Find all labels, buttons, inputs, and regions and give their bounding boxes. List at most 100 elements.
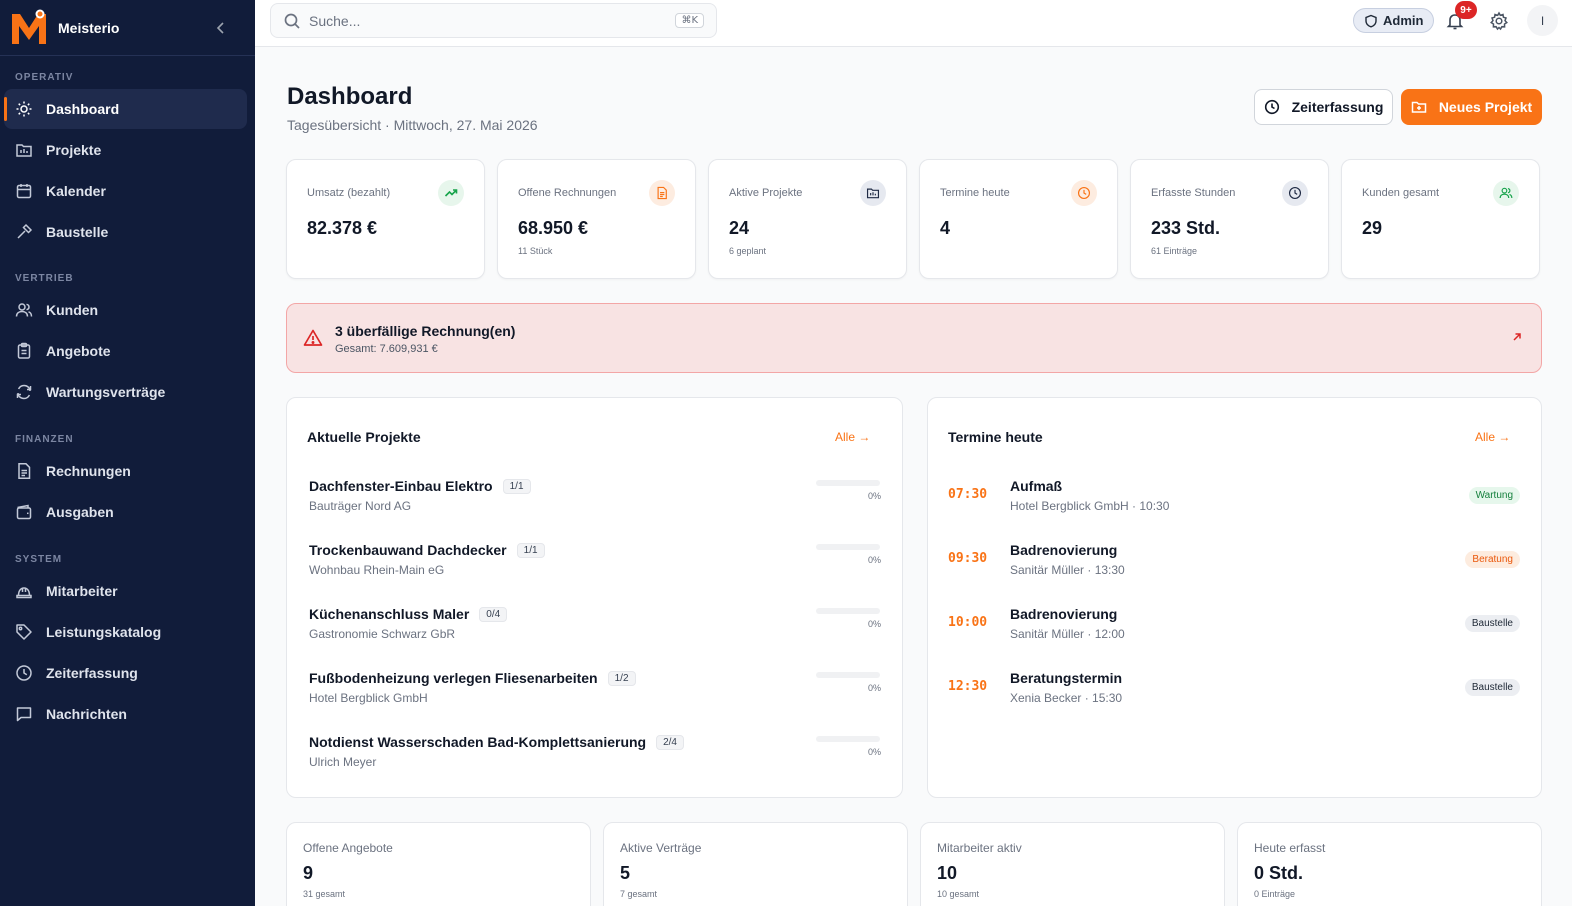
document-icon: [649, 180, 675, 206]
summary-card-mitarbeiter-aktiv[interactable]: Mitarbeiter aktiv 10 10 gesamt: [920, 822, 1225, 906]
sidebar-item-label: Baustelle: [46, 224, 109, 240]
overdue-invoices-alert[interactable]: 3 überfällige Rechnung(en) Gesamt: 7.609…: [286, 303, 1542, 373]
sidebar-item-label: Kalender: [46, 183, 106, 199]
notification-count-badge: 9+: [1455, 1, 1477, 19]
new-project-button[interactable]: Neues Projekt: [1401, 89, 1542, 125]
users-icon: [14, 300, 34, 320]
project-name-line: Küchenanschluss Maler 0/4: [309, 606, 508, 622]
project-row[interactable]: Notdienst Wasserschaden Bad-Komplettsani…: [309, 734, 881, 778]
nav-section-title: VERTRIEB: [15, 273, 74, 284]
folder-icon: [860, 180, 886, 206]
project-task-count: 1/1: [516, 542, 545, 558]
summary-sub: 10 gesamt: [937, 889, 980, 899]
stat-label: Termine heute: [940, 187, 1010, 199]
sidebar-item-nachrichten[interactable]: Nachrichten: [4, 694, 247, 734]
project-progress-label: 0%: [867, 683, 881, 693]
clock-icon: [1264, 99, 1280, 115]
role-badge[interactable]: Admin: [1353, 8, 1435, 33]
project-name-line: Fußbodenheizung verlegen Fliesenarbeiten…: [309, 670, 636, 686]
project-progress-bar: [816, 608, 880, 614]
bell-icon[interactable]: [1443, 9, 1467, 33]
sidebar-item-mitarbeiter[interactable]: Mitarbeiter: [4, 571, 247, 611]
project-progress-bar: [816, 480, 880, 486]
sidebar: Meisterio OPERATIV Dashboard Projekte Kalen…: [0, 0, 255, 906]
summary-card-aktive-vertraege[interactable]: Aktive Verträge 5 7 gesamt: [603, 822, 908, 906]
stat-card-offene-rechnungen[interactable]: Offene Rechnungen 68.950 € 11 Stück: [497, 159, 696, 279]
sidebar-item-ausgaben[interactable]: Ausgaben: [4, 492, 247, 532]
projects-panel: Aktuelle Projekte Alle → Dachfenster-Ein…: [286, 397, 903, 798]
projects-panel-title: Aktuelle Projekte: [307, 429, 421, 445]
meisterio-logo-icon: [12, 9, 46, 44]
summary-sub: 31 gesamt: [303, 889, 346, 899]
project-progress-label: 0%: [867, 747, 881, 757]
clipboard-icon: [14, 341, 34, 361]
stat-card-aktive-projekte[interactable]: Aktive Projekte 24 6 geplant: [708, 159, 907, 279]
summary-value: 0 Std.: [1254, 863, 1304, 883]
appointment-time: 07:30: [948, 487, 988, 502]
project-task-count: 2/4: [656, 734, 684, 750]
sidebar-item-label: Zeiterfassung: [46, 665, 138, 681]
sidebar-item-zeiterfassung[interactable]: Zeiterfassung: [4, 653, 247, 693]
project-name-line: Dachfenster-Einbau Elektro 1/1: [309, 478, 531, 494]
gear-icon[interactable]: [1487, 9, 1511, 33]
project-progress-bar: [816, 544, 880, 550]
project-task-count: 1/2: [607, 670, 636, 686]
appointment-time: 10:00: [948, 615, 988, 630]
sidebar-item-kalender[interactable]: Kalender: [4, 171, 247, 211]
all-appointments-link[interactable]: Alle →: [1475, 430, 1511, 444]
summary-card-heute-erfasst[interactable]: Heute erfasst 0 Std. 0 Einträge: [1237, 822, 1542, 906]
trend-up-icon: [438, 180, 464, 206]
app-name: Meisterio: [58, 19, 120, 36]
sidebar-item-angebote[interactable]: Angebote: [4, 331, 247, 371]
stat-card-umsatz-bezahlt[interactable]: Umsatz (bezahlt) 82.378 €: [286, 159, 485, 279]
search-box[interactable]: ⌘K: [270, 3, 717, 38]
stat-label: Aktive Projekte: [729, 187, 803, 199]
project-customer: Bauträger Nord AG: [309, 499, 412, 513]
sidebar-item-label: Angebote: [46, 343, 111, 359]
sidebar-item-leistungskatalog[interactable]: Leistungskatalog: [4, 612, 247, 652]
arrow-up-right-icon[interactable]: [1511, 331, 1525, 345]
stat-label: Erfasste Stunden: [1151, 187, 1236, 199]
stat-value: 82.378 €: [307, 218, 378, 238]
project-row[interactable]: Küchenanschluss Maler 0/4 Gastronomie Sch…: [309, 606, 881, 650]
summary-sub: 7 gesamt: [620, 889, 658, 899]
stat-sub: 6 geplant: [729, 246, 767, 256]
appointment-row[interactable]: 10:00 Badrenovierung Sanitär Müller · 12…: [948, 606, 1520, 650]
sidebar-item-rechnungen[interactable]: Rechnungen: [4, 451, 247, 491]
search-input[interactable]: [309, 12, 676, 29]
all-projects-link[interactable]: Alle →: [835, 430, 871, 444]
stat-card-erfasste-stunden[interactable]: Erfasste Stunden 233 Std. 61 Einträge: [1130, 159, 1329, 279]
appointment-row[interactable]: 09:30 Badrenovierung Sanitär Müller · 13…: [948, 542, 1520, 586]
appointment-subtitle: Hotel Bergblick GmbH · 10:30: [1010, 499, 1170, 513]
tag-icon: [14, 622, 34, 642]
summary-card-offene-angebote[interactable]: Offene Angebote 9 31 gesamt: [286, 822, 591, 906]
appointment-title: Aufmaß: [1010, 478, 1063, 494]
stat-card-kunden-gesamt[interactable]: Kunden gesamt 29: [1341, 159, 1540, 279]
sidebar-item-kunden[interactable]: Kunden: [4, 290, 247, 330]
sidebar-item-wartungsvertraege[interactable]: Wartungsverträge: [4, 372, 247, 412]
project-customer: Gastronomie Schwarz GbR: [309, 627, 456, 641]
wallet-icon: [14, 502, 34, 522]
project-row[interactable]: Dachfenster-Einbau Elektro 1/1 Bauträger …: [309, 478, 881, 522]
project-row[interactable]: Trockenbauwand Dachdecker 1/1 Wohnbau Rhe…: [309, 542, 881, 586]
project-name-line: Notdienst Wasserschaden Bad-Komplettsani…: [309, 734, 684, 750]
appointments-panel: Termine heute Alle → 07:30 Aufmaß Hotel …: [927, 397, 1542, 798]
summary-sub: 0 Einträge: [1254, 889, 1296, 899]
appointment-row[interactable]: 12:30 Beratungstermin Xenia Becker · 15:…: [948, 670, 1520, 714]
sidebar-item-baustelle[interactable]: Baustelle: [4, 212, 247, 252]
time-tracking-button[interactable]: Zeiterfassung: [1254, 89, 1393, 125]
page-title: Dashboard: [287, 83, 413, 110]
collapse-sidebar-icon[interactable]: [209, 16, 233, 40]
document-icon: [14, 461, 34, 481]
appointment-row[interactable]: 07:30 Aufmaß Hotel Bergblick GmbH · 10:3…: [948, 478, 1520, 522]
user-avatar[interactable]: I: [1527, 5, 1558, 36]
project-row[interactable]: Fußbodenheizung verlegen Fliesenarbeiten…: [309, 670, 881, 714]
sidebar-item-projekte[interactable]: Projekte: [4, 130, 247, 170]
search-icon: [283, 12, 301, 30]
project-customer: Ulrich Meyer: [309, 755, 377, 769]
project-progress-label: 0%: [867, 619, 881, 629]
stat-card-termine-heute[interactable]: Termine heute 4: [919, 159, 1118, 279]
summary-value: 9: [303, 863, 314, 883]
sidebar-item-label: Mitarbeiter: [46, 583, 118, 599]
sidebar-item-dashboard[interactable]: Dashboard: [4, 89, 247, 129]
